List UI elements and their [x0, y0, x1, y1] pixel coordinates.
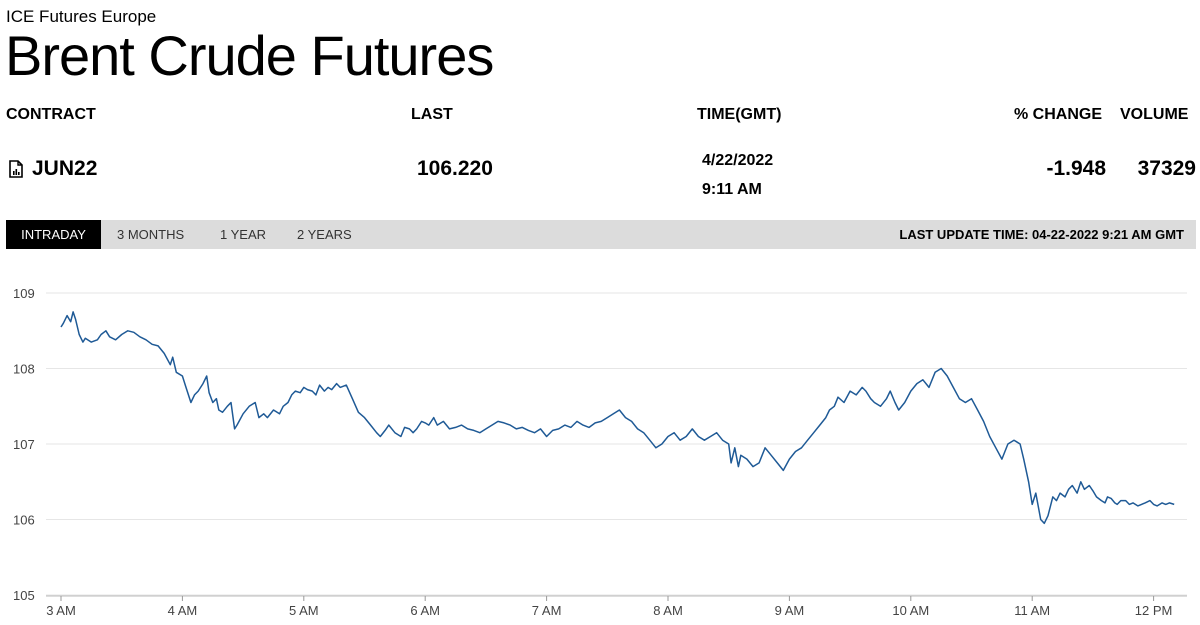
tab-2-years[interactable]: 2 YEARS	[297, 227, 352, 242]
tab-1-year[interactable]: 1 YEAR	[220, 227, 267, 242]
y-tick-label: 106	[13, 513, 35, 528]
quote-date: 4/22/2022	[702, 152, 774, 169]
price-series-line	[60, 311, 1175, 525]
x-tick-label: 6 AM	[410, 603, 440, 618]
price-chart: 105 106 107 108 109 3 AM 4 AM 5 AM 6 AM 7 AM 8 AM 9…	[13, 286, 1187, 618]
x-tick-label: 8 AM	[653, 603, 683, 618]
column-header-last: LAST	[411, 106, 453, 123]
y-tick-label: 108	[13, 362, 35, 377]
exchange-name: ICE Futures Europe	[6, 7, 157, 26]
contract-value[interactable]: JUN22	[32, 157, 98, 180]
pct-change-value: -1.948	[1046, 157, 1106, 180]
y-tick-label: 105	[13, 588, 35, 603]
x-tick-label: 3 AM	[46, 603, 76, 618]
x-tick-label: 7 AM	[532, 603, 562, 618]
tab-intraday[interactable]: INTRADAY	[6, 220, 101, 249]
x-tick-label: 11 AM	[1014, 603, 1050, 618]
x-tick-label: 4 AM	[168, 603, 198, 618]
x-tick-label: 5 AM	[289, 603, 319, 618]
tab-3-months[interactable]: 3 MONTHS	[117, 227, 185, 242]
y-tick-label: 109	[13, 286, 35, 301]
column-header-time: TIME(GMT)	[697, 106, 782, 123]
last-price: 106.220	[417, 157, 493, 180]
column-header-pct-change: % CHANGE	[1014, 106, 1103, 123]
x-tick-label: 10 AM	[892, 603, 929, 618]
column-header-contract: CONTRACT	[6, 106, 96, 123]
x-tick-label: 12 PM	[1135, 603, 1173, 618]
volume-value: 37329	[1137, 157, 1196, 180]
x-tick-label: 9 AM	[775, 603, 805, 618]
last-update-time: LAST UPDATE TIME: 04-22-2022 9:21 AM GMT	[899, 227, 1184, 242]
page-title: Brent Crude Futures	[5, 24, 494, 87]
column-header-volume: VOLUME	[1120, 106, 1189, 123]
quote-time: 9:11 AM	[702, 181, 762, 198]
y-tick-label: 107	[13, 437, 35, 452]
document-chart-icon[interactable]	[8, 160, 24, 178]
range-tab-bar: INTRADAY 3 MONTHS 1 YEAR 2 YEARS LAST UP…	[6, 220, 1196, 249]
